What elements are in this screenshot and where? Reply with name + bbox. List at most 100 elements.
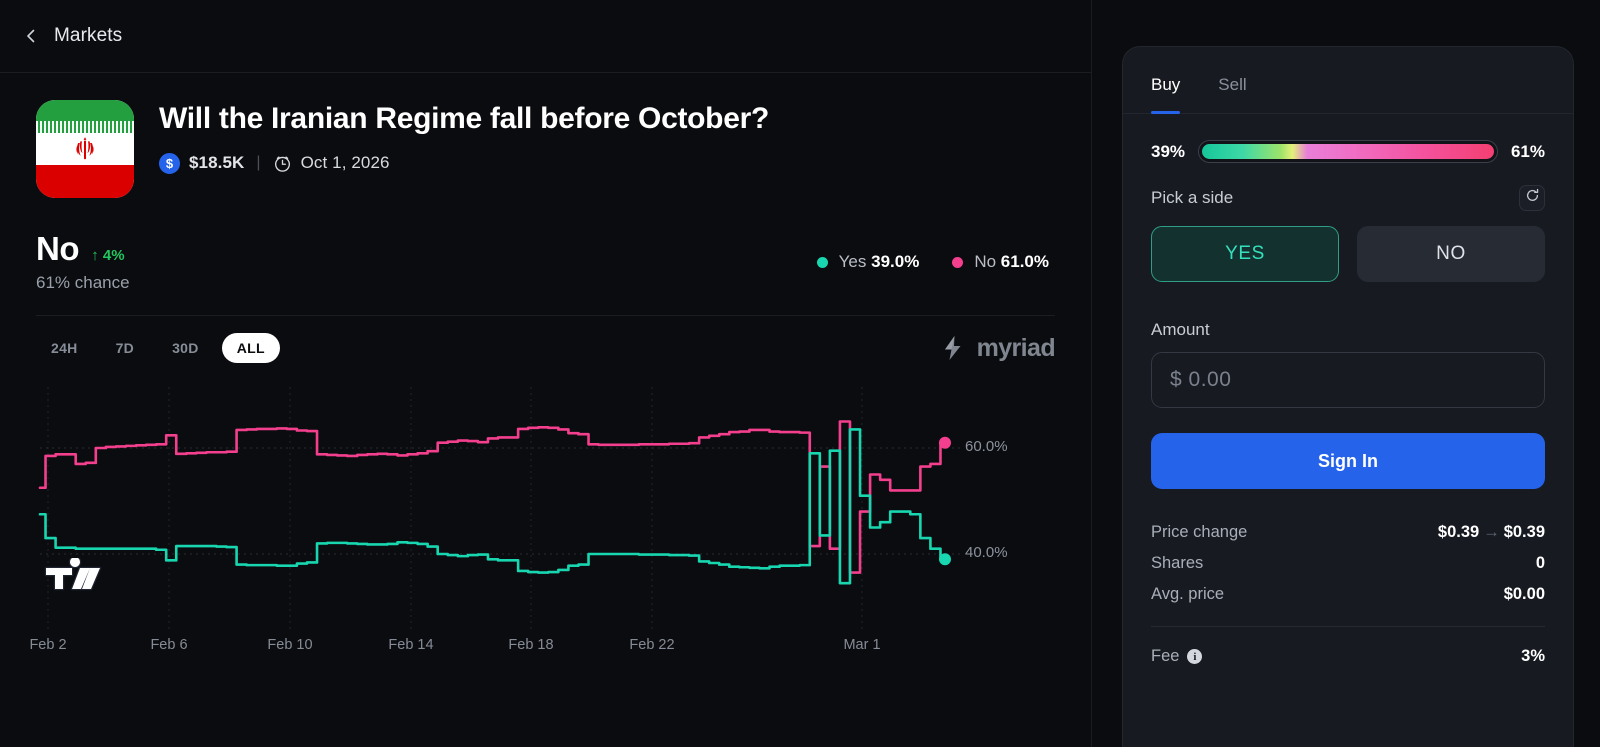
legend-label-yes: Yes 39.0% <box>839 252 920 272</box>
pick-a-side-label: Pick a side <box>1151 188 1234 207</box>
chart-x-tick-label: Feb 22 <box>629 637 675 653</box>
clock-icon <box>273 154 292 173</box>
legend-value-no: 61.0% <box>1000 252 1049 271</box>
summary-row-avg-price: Avg. price $0.00 <box>1151 579 1545 610</box>
legend-item-no: No 61.0% <box>952 252 1049 272</box>
top-bar: Markets <box>0 0 1091 73</box>
side-button-yes[interactable]: YES <box>1151 226 1339 282</box>
myriad-brand: myriad <box>940 333 1056 363</box>
odds-bar-row: 39% 61% <box>1123 114 1573 163</box>
amount-placeholder: $ 0.00 <box>1170 368 1232 391</box>
odds-bar-fill <box>1202 144 1494 159</box>
price-change-to: $0.39 <box>1503 523 1545 541</box>
summary-row-price-change: Price change $0.39 → $0.39 <box>1151 517 1545 548</box>
chart-series-no <box>38 420 947 574</box>
range-button-all[interactable]: ALL <box>221 333 280 363</box>
odds-row: No ↑ 4% 61% chance Yes 39.0% No 61.0% <box>0 198 1091 293</box>
fee-label-group: Fee i <box>1151 647 1203 666</box>
volume-value: $18.5K <box>189 153 245 172</box>
odds-change: ↑ 4% <box>91 247 124 264</box>
chart-y-label-low: 40.0% <box>965 544 1008 561</box>
legend-value-yes: 39.0% <box>871 252 920 271</box>
avg-price-value: $0.00 <box>1503 585 1545 603</box>
odds-change-arrow: ↑ <box>91 247 99 264</box>
tab-sell[interactable]: Sell <box>1218 75 1247 94</box>
chart-canvas <box>38 387 960 633</box>
chevron-left-icon <box>24 29 38 43</box>
refresh-button[interactable] <box>1519 185 1545 211</box>
amount-input[interactable]: $ 0.00 <box>1151 352 1545 408</box>
range-button-7d[interactable]: 7D <box>101 333 150 363</box>
avg-price-label: Avg. price <box>1151 585 1225 603</box>
range-selector: 24H 7D 30D ALL <box>36 333 280 363</box>
chart-series-yes <box>38 428 947 585</box>
back-label: Markets <box>54 25 123 46</box>
market-head-text: Will the Iranian Regime fall before Octo… <box>159 100 769 174</box>
chart-y-label-high: 60.0% <box>965 438 1008 455</box>
fee-label: Fee <box>1151 647 1180 665</box>
odds-summary: No ↑ 4% 61% chance <box>36 230 130 293</box>
fee-value: 3% <box>1521 647 1545 665</box>
legend-label-no: No 61.0% <box>974 252 1049 272</box>
meta-separator: | <box>256 154 261 171</box>
deadline-value: Oct 1, 2026 <box>300 153 390 172</box>
price-change-from: $0.39 <box>1437 523 1480 541</box>
deadline-meta: Oct 1, 2026 <box>273 153 390 173</box>
tradingview-watermark-icon <box>44 558 102 591</box>
chart-toolbar: 24H 7D 30D ALL myriad <box>0 316 1091 363</box>
leading-outcome: No <box>36 230 80 267</box>
odds-chance: 61% chance <box>36 273 130 292</box>
chart-x-tick-label: Feb 14 <box>388 637 434 653</box>
tabs-divider <box>1123 113 1573 114</box>
legend-dot-no-icon <box>952 256 964 268</box>
price-change-arrow-icon: → <box>1483 523 1500 541</box>
shares-label: Shares <box>1151 554 1204 572</box>
header-divider <box>36 315 1055 316</box>
price-change-label: Price change <box>1151 523 1248 541</box>
trade-card: Buy Sell 39% 61% Pick a side <box>1122 46 1574 747</box>
range-button-24h[interactable]: 24H <box>36 333 93 363</box>
chart-x-tick-label: Feb 2 <box>29 637 67 653</box>
pick-a-side-row: Pick a side <box>1123 163 1573 211</box>
chart-x-tick-label: Feb 10 <box>267 637 313 653</box>
chart-legend: Yes 39.0% No 61.0% <box>816 230 1049 272</box>
legend-item-yes: Yes 39.0% <box>816 252 920 272</box>
order-summary: Price change $0.39 → $0.39 Shares 0 Avg. p… <box>1123 489 1573 610</box>
myriad-logo-icon <box>940 334 968 362</box>
odds-bar-yes-percent: 39% <box>1151 141 1186 161</box>
chart-end-marker-no <box>939 436 951 449</box>
back-to-markets-button[interactable]: Markets <box>24 25 122 47</box>
range-button-30d[interactable]: 30D <box>157 333 214 363</box>
iran-emblem-icon <box>76 137 94 160</box>
trade-sidebar: Buy Sell 39% 61% Pick a side <box>1092 0 1600 747</box>
shares-value: 0 <box>1535 554 1545 572</box>
refresh-icon <box>1525 188 1540 208</box>
trade-tabs: Buy Sell <box>1123 47 1573 114</box>
market-main-column: Markets <box>0 0 1092 747</box>
odds-bar <box>1198 140 1498 163</box>
legend-name-no: No <box>974 252 997 271</box>
volume-meta: $ $18.5K <box>159 152 245 174</box>
legend-name-yes: Yes <box>838 252 867 271</box>
page-title: Will the Iranian Regime fall before Octo… <box>159 102 769 135</box>
summary-divider <box>1151 626 1545 627</box>
market-header: Will the Iranian Regime fall before Octo… <box>0 73 1091 198</box>
odds-change-value: 4% <box>102 247 125 264</box>
iran-flag-icon <box>36 100 134 198</box>
chart-x-tick-label: Mar 1 <box>843 637 881 653</box>
sign-in-button[interactable]: Sign In <box>1151 433 1545 489</box>
myriad-brand-name: myriad <box>976 333 1056 362</box>
summary-row-shares: Shares 0 <box>1151 548 1545 579</box>
amount-label: Amount <box>1151 320 1210 339</box>
price-change-value: $0.39 → $0.39 <box>1438 523 1545 542</box>
odds-bar-no-percent: 61% <box>1510 141 1545 161</box>
info-icon[interactable]: i <box>1187 649 1203 664</box>
legend-dot-yes-icon <box>816 256 828 268</box>
price-history-chart[interactable]: Feb 2 Feb 6 Feb 10 Feb 14 Feb 18 Feb 22 Mar 1 … <box>0 385 1091 685</box>
chart-x-tick-label: Feb 18 <box>508 637 554 653</box>
chart-x-tick-label: Feb 6 <box>150 637 188 653</box>
tab-buy[interactable]: Buy <box>1151 47 1181 114</box>
side-selector: YES NO <box>1123 211 1573 282</box>
fee-row: Fee i 3% <box>1123 627 1573 672</box>
side-button-no[interactable]: NO <box>1357 226 1545 282</box>
